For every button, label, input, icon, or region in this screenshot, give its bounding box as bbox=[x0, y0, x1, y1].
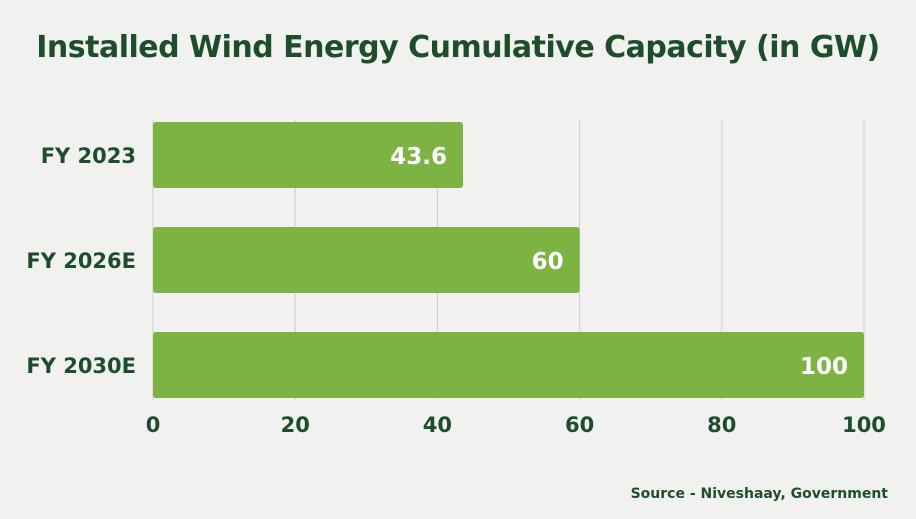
category-label: FY 2023 bbox=[41, 144, 136, 168]
bar-0 bbox=[153, 122, 463, 188]
source-note: Source - Niveshaay, Government bbox=[630, 486, 888, 502]
x-tick-label: 100 bbox=[842, 413, 886, 437]
chart-title: Installed Wind Energy Cumulative Capacit… bbox=[36, 30, 880, 65]
data-label: 60 bbox=[532, 249, 564, 275]
x-tick-label: 20 bbox=[281, 413, 310, 437]
bar-1 bbox=[153, 227, 580, 293]
category-label: FY 2026E bbox=[26, 249, 136, 273]
x-tick-label: 40 bbox=[423, 413, 452, 437]
data-label: 43.6 bbox=[390, 144, 447, 170]
x-tick-label: 60 bbox=[565, 413, 594, 437]
x-tick-label: 0 bbox=[146, 413, 161, 437]
x-tick-label: 80 bbox=[707, 413, 736, 437]
data-label: 100 bbox=[800, 354, 848, 380]
category-label: FY 2030E bbox=[26, 354, 136, 378]
bar-2 bbox=[153, 332, 864, 398]
